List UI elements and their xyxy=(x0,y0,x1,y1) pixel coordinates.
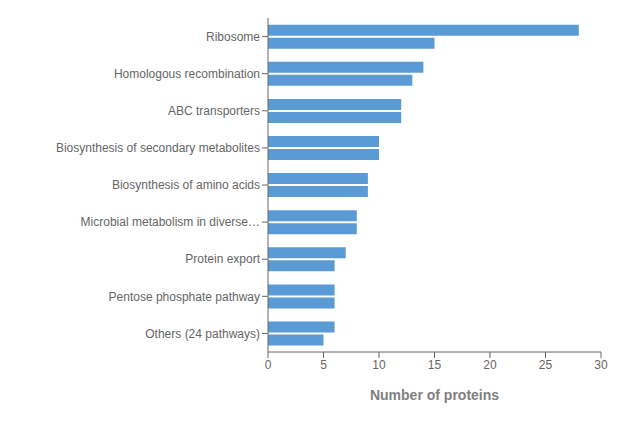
svg-text:Number of proteins: Number of proteins xyxy=(370,387,499,403)
svg-text:10: 10 xyxy=(372,358,386,372)
svg-text:0: 0 xyxy=(265,358,272,372)
svg-text:ABC transporters: ABC transporters xyxy=(168,104,260,118)
svg-text:25: 25 xyxy=(539,358,553,372)
svg-text:30: 30 xyxy=(594,358,608,372)
svg-text:Microbial metabolism in divers: Microbial metabolism in diverse… xyxy=(81,215,260,229)
svg-text:Protein export: Protein export xyxy=(185,252,260,266)
svg-text:Homologous recombination: Homologous recombination xyxy=(114,67,260,81)
svg-text:Biosynthesis of secondary meta: Biosynthesis of secondary metabolites xyxy=(56,141,260,155)
svg-text:Biosynthesis of amino acids: Biosynthesis of amino acids xyxy=(112,178,260,192)
svg-text:5: 5 xyxy=(320,358,327,372)
svg-text:15: 15 xyxy=(428,358,442,372)
svg-text:Pentose phosphate pathway: Pentose phosphate pathway xyxy=(109,290,260,304)
svg-text:Ribosome: Ribosome xyxy=(206,30,260,44)
svg-text:20: 20 xyxy=(483,358,497,372)
svg-text:Others (24 pathways): Others (24 pathways) xyxy=(145,327,260,341)
